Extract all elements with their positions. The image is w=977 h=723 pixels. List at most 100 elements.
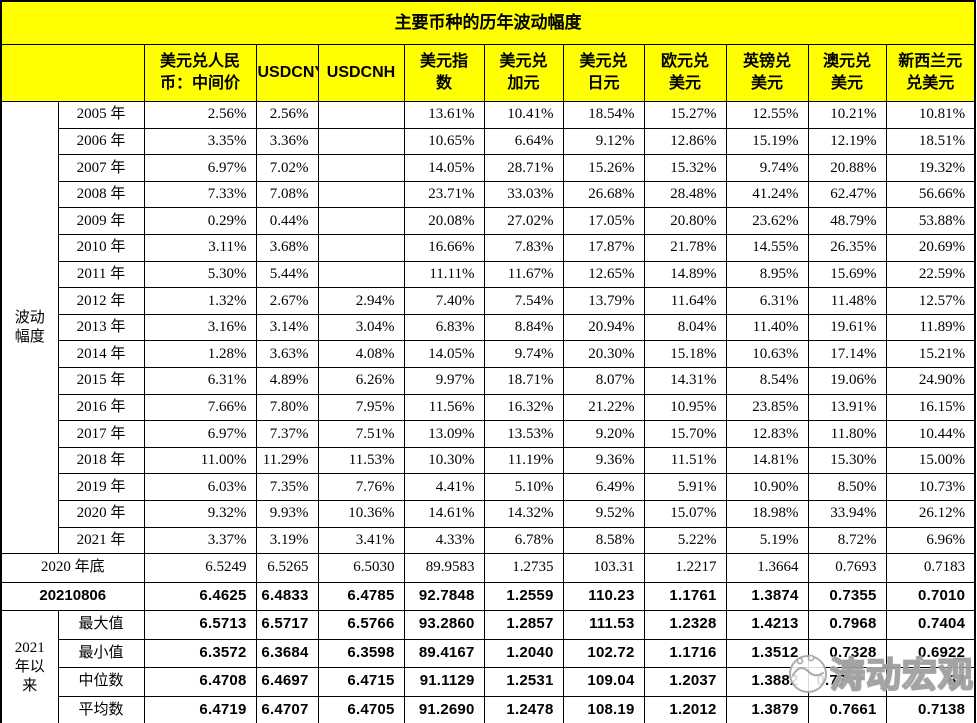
value-cell: 0.6922 xyxy=(885,638,976,669)
value-cell: 1.2328 xyxy=(643,610,727,640)
volatility-row: 2008 年 7.33% 7.08% 23.71% 33.03% 26.68% 28.48%… xyxy=(1,180,976,209)
value-cell: 11.00% xyxy=(143,446,257,475)
value-cell: 23.85% xyxy=(725,393,809,422)
value-cell: 11.64% xyxy=(643,287,727,315)
year-cell: 2020 年 xyxy=(57,499,145,528)
value-cell: 14.05% xyxy=(403,154,485,182)
volatility-row: 2011 年 5.30% 5.44% 11.11% 11.67% 12.65% 14.89%… xyxy=(1,260,976,289)
value-cell: 109.04 xyxy=(562,667,645,697)
value-cell: 18.54% xyxy=(562,101,645,129)
value-cell: 33.03% xyxy=(483,180,564,209)
value-cell: 17.14% xyxy=(807,340,887,368)
year-cell: 2016 年 xyxy=(57,393,145,422)
value-cell: 6.83% xyxy=(403,313,485,342)
value-cell: 7.95% xyxy=(317,393,405,422)
value-cell: 14.05% xyxy=(403,340,485,368)
value-cell: 9.12% xyxy=(562,127,645,156)
header-cell-2: USDCNH xyxy=(317,44,405,102)
year-cell: 2006 年 xyxy=(57,127,145,156)
value-cell: 1.28% xyxy=(143,340,257,368)
value-cell: 28.71% xyxy=(483,154,564,182)
value-cell: 15.26% xyxy=(562,154,645,182)
value-cell: 27.02% xyxy=(483,207,564,235)
value-cell: 1.2531 xyxy=(483,667,564,697)
volatility-row: 2018 年 11.00% 11.29% 11.53% 10.30% 11.19% 9.36… xyxy=(1,446,976,475)
value-cell: 5.10% xyxy=(483,473,564,501)
value-cell: 14.61% xyxy=(403,499,485,528)
volatility-row: 2016 年 7.66% 7.80% 7.95% 11.56% 16.32% 21.22% 1… xyxy=(1,393,976,422)
header-cell-7: 英镑兑 美元 xyxy=(725,44,809,102)
value-cell xyxy=(317,101,405,129)
year-cell: 2013 年 xyxy=(57,313,145,342)
value-cell: 0.7183 xyxy=(885,553,976,583)
value-cell: 8.95% xyxy=(725,260,809,289)
value-cell: 13.53% xyxy=(483,420,564,448)
level-row: 20210806 6.4625 6.4833 6.4785 92.7848 1.2559 1… xyxy=(0,581,976,612)
value-cell: 15.69% xyxy=(807,260,887,289)
value-cell: 12.55% xyxy=(725,101,809,129)
table-title: 主要币种的历年波动幅度 xyxy=(0,0,976,45)
value-cell: 16.66% xyxy=(403,233,485,262)
value-cell: 26.35% xyxy=(807,233,887,262)
value-cell: 20.69% xyxy=(885,233,976,262)
value-cell: 3.04% xyxy=(317,313,405,342)
value-cell: 7.83% xyxy=(483,233,564,262)
value-cell: 102.72 xyxy=(562,638,645,669)
value-cell: 21.22% xyxy=(562,393,645,422)
volatility-row: 波动 幅度 2005 年 2.56% 2.56% 13.61% 10.41% 18.54% 1… xyxy=(0,100,976,555)
value-cell: 7.51% xyxy=(317,420,405,448)
value-cell: 10.44% xyxy=(885,420,976,448)
value-cell: 1.2478 xyxy=(483,695,564,723)
year-cell: 2008 年 xyxy=(57,180,145,209)
value-cell: 6.49% xyxy=(562,473,645,501)
value-cell: 6.5717 xyxy=(255,610,319,640)
volatility-row: 2012 年 1.32% 2.67% 2.94% 7.40% 7.54% 13.79% 11.… xyxy=(1,287,976,315)
value-cell: 6.64% xyxy=(483,127,564,156)
value-cell: 3.36% xyxy=(255,127,319,156)
value-cell: 6.31% xyxy=(143,366,257,395)
row-group-label-since-2021: 2021 年以 来 xyxy=(0,610,59,723)
value-cell: 15.21% xyxy=(885,340,976,368)
value-cell: 2.56% xyxy=(255,101,319,129)
value-cell: 5.19% xyxy=(725,526,809,555)
stat-row: 中位数 6.4708 6.4697 6.4715 91.1129 1.2531 109.04… xyxy=(1,667,976,697)
value-cell: 1.1761 xyxy=(643,581,727,612)
value-cell: 0.7661 xyxy=(807,695,887,723)
value-cell: 17.87% xyxy=(562,233,645,262)
value-cell: 7.33% xyxy=(143,180,257,209)
row-group-label-volatility: 波动 幅度 xyxy=(0,100,59,555)
value-cell: 6.31% xyxy=(725,287,809,315)
stat-label-cell: 最大值 xyxy=(57,610,145,640)
value-cell: 20.30% xyxy=(562,340,645,368)
value-cell: 15.00% xyxy=(885,446,976,475)
value-cell: 3.41% xyxy=(317,526,405,555)
value-cell: 15.07% xyxy=(643,499,727,528)
value-cell: 93.2860 xyxy=(403,610,485,640)
year-cell: 2011 年 xyxy=(57,260,145,289)
value-cell: 10.81% xyxy=(885,101,976,129)
value-cell: 15.32% xyxy=(643,154,727,182)
header-cell-3: 美元指 数 xyxy=(403,44,485,102)
year-cell: 2019 年 xyxy=(57,473,145,501)
title-row: 主要币种的历年波动幅度 xyxy=(0,0,976,45)
value-cell: 9.20% xyxy=(562,420,645,448)
value-cell: 10.95% xyxy=(643,393,727,422)
year-cell: 2012 年 xyxy=(57,287,145,315)
volatility-row: 2019 年 6.03% 7.35% 7.76% 4.41% 5.10% 6.49% 5.91… xyxy=(1,473,976,501)
volatility-row: 2021 年 3.37% 3.19% 3.41% 4.33% 6.78% 8.58% 5.22… xyxy=(1,526,976,555)
value-cell: 11.51% xyxy=(643,446,727,475)
value-cell: 9.32% xyxy=(143,499,257,528)
value-cell: 62.47% xyxy=(807,180,887,209)
value-cell: 24.90% xyxy=(885,366,976,395)
value-cell: 13.09% xyxy=(403,420,485,448)
header-corner-cell xyxy=(0,44,145,102)
value-cell: 13.61% xyxy=(403,101,485,129)
value-cell: 0.7138 xyxy=(885,695,976,723)
value-cell: 6.96% xyxy=(885,526,976,555)
value-cell: 8.07% xyxy=(562,366,645,395)
value-cell: 1.3664 xyxy=(725,553,809,583)
value-cell: 11.19% xyxy=(483,446,564,475)
value-cell: 7.37% xyxy=(255,420,319,448)
value-cell: 1.2012 xyxy=(643,695,727,723)
